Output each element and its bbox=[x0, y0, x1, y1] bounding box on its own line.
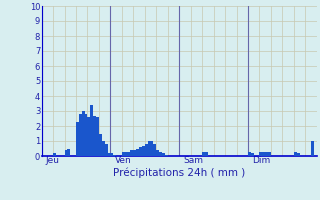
Bar bbox=[136, 148, 139, 156]
Bar bbox=[99, 134, 102, 156]
Bar bbox=[145, 144, 148, 156]
X-axis label: Précipitations 24h ( mm ): Précipitations 24h ( mm ) bbox=[113, 168, 245, 178]
Bar bbox=[248, 152, 251, 156]
Bar bbox=[156, 150, 159, 156]
Bar bbox=[122, 152, 125, 156]
Bar bbox=[79, 114, 82, 156]
Bar bbox=[82, 111, 84, 156]
Bar bbox=[148, 141, 150, 156]
Bar bbox=[110, 153, 113, 156]
Bar bbox=[96, 117, 99, 156]
Bar bbox=[133, 150, 136, 156]
Bar bbox=[87, 117, 90, 156]
Bar bbox=[53, 153, 56, 156]
Bar bbox=[105, 144, 108, 156]
Bar bbox=[131, 150, 133, 156]
Bar bbox=[84, 114, 87, 156]
Bar bbox=[294, 152, 297, 156]
Bar bbox=[142, 146, 145, 156]
Bar bbox=[153, 144, 156, 156]
Bar bbox=[139, 147, 142, 156]
Bar bbox=[76, 121, 79, 156]
Bar bbox=[311, 141, 314, 156]
Bar bbox=[265, 152, 268, 156]
Bar bbox=[108, 153, 110, 156]
Bar bbox=[150, 141, 153, 156]
Bar bbox=[268, 152, 271, 156]
Bar bbox=[297, 153, 300, 156]
Bar bbox=[65, 150, 68, 156]
Bar bbox=[113, 154, 116, 156]
Bar bbox=[125, 152, 128, 156]
Bar bbox=[159, 152, 162, 156]
Bar bbox=[162, 153, 165, 156]
Bar bbox=[251, 153, 254, 156]
Bar bbox=[90, 105, 93, 156]
Bar bbox=[93, 116, 96, 156]
Bar bbox=[102, 141, 105, 156]
Bar bbox=[205, 152, 208, 156]
Bar bbox=[68, 148, 70, 156]
Bar bbox=[202, 152, 205, 156]
Bar bbox=[165, 154, 168, 156]
Bar bbox=[262, 152, 265, 156]
Bar bbox=[128, 152, 131, 156]
Bar bbox=[260, 152, 262, 156]
